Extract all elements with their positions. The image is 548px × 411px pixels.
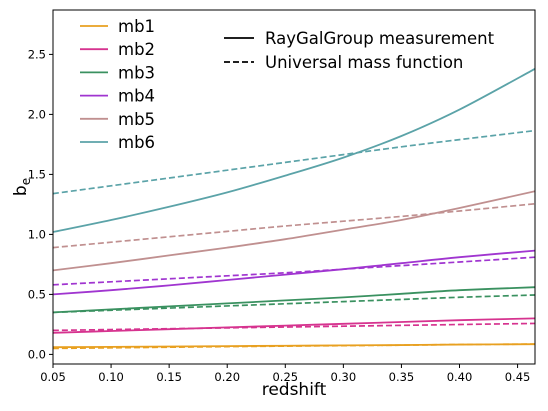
x-axis-ticks: 0.05 0.10 0.15 0.20 0.25 0.30 0.35 0.40 0.45 (40, 364, 530, 384)
mb6-measurement-line (53, 68, 535, 233)
x-tick-label: 0.25 (272, 370, 298, 384)
x-tick-label: 0.35 (389, 370, 415, 384)
x-tick-label: 0.10 (98, 370, 124, 384)
mb5-measurement-line (53, 190, 535, 272)
mb2-universal-line (53, 322, 535, 332)
x-tick-label: 0.15 (156, 370, 182, 384)
x-tick-label: 0.05 (40, 370, 66, 384)
x-tick-label: 0.30 (331, 370, 357, 384)
x-tick-label: 0.40 (447, 370, 473, 384)
y-axis-label-main: b (11, 185, 31, 196)
universal-legend-label: Universal mass function (265, 53, 463, 72)
y-tick-label: 0.0 (28, 347, 46, 361)
mb6-universal-line (53, 129, 535, 195)
x-axis-label: redshift (262, 380, 327, 400)
mb2-measurement-line (53, 317, 535, 334)
series-legend: mb1 mb2 mb3 mb4 mb5 mb6 (80, 17, 155, 152)
y-axis-label-subscript: e (19, 178, 33, 185)
y-axis-label: be (11, 178, 33, 196)
style-legend: RayGalGroup measurement Universal mass fu… (224, 29, 495, 72)
y-tick-label: 2.0 (28, 107, 46, 121)
mb3-measurement-line (53, 286, 535, 314)
plot-frame (52, 9, 536, 365)
mb1-legend-label: mb1 (118, 17, 155, 36)
mb4-legend-label: mb4 (118, 87, 155, 106)
y-tick-label: 2.5 (28, 47, 46, 61)
y-axis-ticks: 0.0 0.5 1.0 1.5 2.0 2.5 (28, 47, 53, 361)
mb2-legend-label: mb2 (118, 40, 155, 59)
plot-area (53, 68, 535, 350)
mb5-legend-label: mb5 (118, 110, 155, 129)
mb6-legend-label: mb6 (118, 133, 155, 152)
y-tick-label: 1.0 (28, 227, 46, 241)
mb5-universal-line (53, 202, 535, 249)
y-tick-label: 0.5 (28, 287, 46, 301)
mb4-universal-line (53, 256, 535, 286)
mb1-measurement-line (53, 343, 535, 349)
measurement-legend-label: RayGalGroup measurement (265, 29, 495, 48)
x-tick-label: 0.20 (214, 370, 240, 384)
x-tick-label: 0.45 (505, 370, 531, 384)
mb4-measurement-line (53, 249, 535, 296)
mb3-legend-label: mb3 (118, 63, 155, 82)
mb3-universal-line (53, 294, 535, 314)
y-tick-label: 1.5 (28, 167, 46, 181)
